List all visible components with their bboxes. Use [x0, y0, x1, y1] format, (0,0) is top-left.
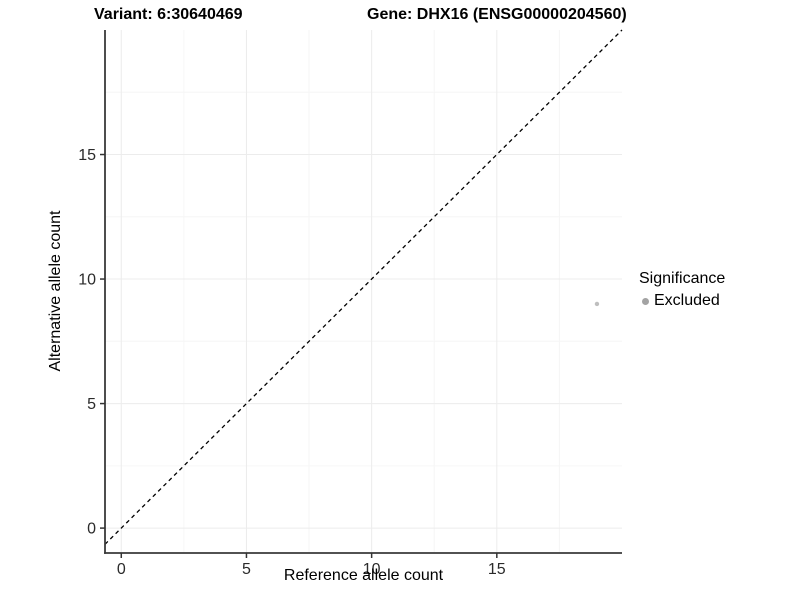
- gene-title: Gene: DHX16 (ENSG00000204560): [367, 6, 627, 23]
- x-tick-label: 5: [242, 561, 251, 578]
- data-point: [594, 301, 600, 307]
- y-tick-label: 5: [87, 396, 96, 413]
- y-tick-label: 15: [78, 147, 96, 164]
- legend-title: Significance: [639, 270, 726, 287]
- legend-item-label: Excluded: [654, 292, 720, 309]
- legend-point-icon: [642, 297, 649, 305]
- x-tick-label: 15: [488, 561, 506, 578]
- variant-title: Variant: 6:30640469: [94, 6, 243, 23]
- y-tick-label: 10: [78, 272, 96, 289]
- x-tick-label: 0: [117, 561, 126, 578]
- identity-line: [104, 29, 623, 545]
- y-tick-label: 0: [87, 521, 96, 538]
- x-tick-label: 10: [363, 561, 381, 578]
- y-axis-title: Alternative allele count: [47, 210, 64, 372]
- x-axis-title: Reference allele count: [283, 567, 444, 584]
- legend-item-excluded: Excluded: [637, 292, 725, 310]
- legend: Significance Excluded: [637, 270, 725, 310]
